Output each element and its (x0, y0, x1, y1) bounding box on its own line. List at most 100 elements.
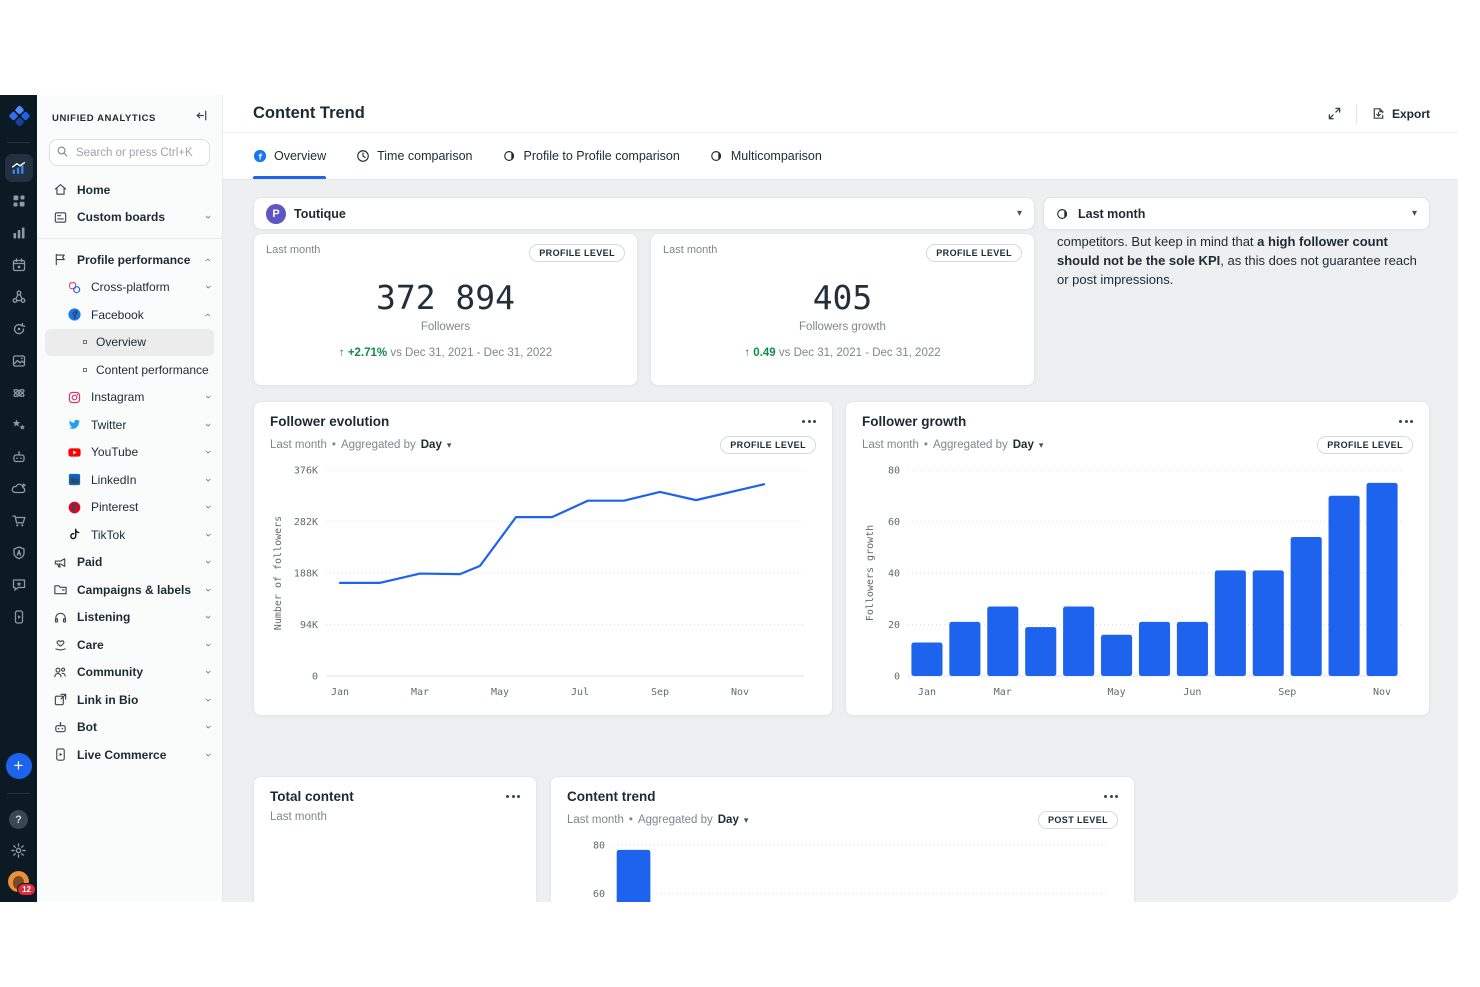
content-trend-card: Content trend Last month • Aggregated by … (550, 776, 1135, 902)
sidebar-item-campaigns-labels[interactable]: Campaigns & labels › (37, 576, 222, 604)
brand-safety-icon[interactable] (5, 540, 33, 566)
insights-icon[interactable] (5, 220, 33, 246)
sidebar-item-tiktok[interactable]: TikTok › (37, 521, 222, 549)
search-input[interactable] (49, 139, 210, 166)
calendar-icon[interactable] (5, 252, 33, 278)
collapse-sidebar-icon[interactable] (194, 108, 209, 128)
sidebar-item-bot[interactable]: Bot › (37, 714, 222, 742)
dashboards-icon[interactable] (5, 188, 33, 214)
svg-text:60: 60 (593, 889, 605, 900)
add-button[interactable]: + (5, 753, 32, 779)
tab-bar: f Overview Time comparison Profile to Pr… (223, 133, 1458, 180)
svg-text:Sep: Sep (1278, 687, 1296, 698)
rail-bottom-cluster: + ? 12 (5, 753, 36, 902)
svg-text:0: 0 (894, 672, 900, 683)
history-icon[interactable] (5, 316, 33, 342)
chevron-down-icon: › (202, 505, 215, 510)
sidebar-item-facebook[interactable]: f Facebook › (37, 301, 222, 329)
chevron-down-icon: › (202, 725, 215, 730)
chevron-down-icon: › (202, 697, 215, 702)
sidebar-item-home[interactable]: Home (37, 176, 222, 204)
sidebar-item-profile-performance[interactable]: Profile performance › (37, 246, 222, 274)
profile-level-badge: PROFILE LEVEL (926, 244, 1022, 262)
tab-multicomparison[interactable]: Multicomparison (710, 133, 822, 179)
sidebar-item-pinterest[interactable]: P Pinterest › (37, 494, 222, 522)
svg-text:20: 20 (888, 620, 900, 631)
chevron-down-icon: › (202, 215, 215, 220)
svg-text:f: f (72, 310, 77, 320)
chevron-down-icon: › (202, 422, 215, 427)
sidebar-item-overview[interactable]: Overview (45, 328, 214, 356)
sidebar-item-link-in-bio[interactable]: Link in Bio › (37, 686, 222, 714)
tab-overview[interactable]: f Overview (253, 133, 327, 179)
live-video-icon[interactable] (5, 604, 33, 630)
profile-selector[interactable]: P Toutique ▾ (253, 197, 1035, 230)
care-cloud-icon[interactable] (5, 476, 33, 502)
sidebar-item-custom-boards[interactable]: Custom boards › (37, 204, 222, 232)
tiktok-icon (67, 527, 82, 542)
chevron-down-icon: › (202, 395, 215, 400)
user-avatar[interactable]: 12 (8, 871, 36, 896)
more-menu-icon[interactable] (802, 416, 816, 427)
search-icon (57, 146, 68, 157)
sidebar-item-content-performance[interactable]: Content performance (37, 356, 222, 384)
tab-profile-to-profile-comparison[interactable]: Profile to Profile comparison (503, 133, 680, 179)
sidebar-item-linkedin[interactable]: in LinkedIn › (37, 466, 222, 494)
network-icon[interactable] (5, 284, 33, 310)
period-selector[interactable]: Last month ▾ (1043, 197, 1430, 230)
card-title: Content trend (567, 789, 656, 804)
emplifi-logo-icon (8, 105, 30, 132)
sidebar-item-live-commerce[interactable]: Live Commerce › (37, 741, 222, 769)
megaphone-icon (53, 555, 68, 570)
more-menu-icon[interactable] (1399, 416, 1413, 427)
app-window: + ? 12 UNIFIED ANALYTICS (0, 95, 1458, 902)
reviews-icon[interactable] (5, 412, 33, 438)
card-title: Follower evolution (270, 414, 390, 429)
profile-level-badge: PROFILE LEVEL (1317, 436, 1413, 454)
expand-fullscreen-icon[interactable] (1327, 106, 1342, 121)
help-button[interactable]: ? (9, 810, 28, 829)
page-content: P Toutique ▾ Last month ▾ Last month (223, 180, 1458, 902)
bot-icon[interactable] (5, 444, 33, 470)
svg-text:0: 0 (312, 672, 318, 683)
labs-icon[interactable] (5, 380, 33, 406)
aggregation-dropdown[interactable]: Day (1012, 439, 1034, 451)
sidebar-item-cross-platform[interactable]: Cross-platform › (37, 274, 222, 302)
chevron-down-icon: › (202, 285, 215, 290)
svg-text:80: 80 (888, 466, 900, 477)
media-icon[interactable] (5, 348, 33, 374)
sidebar-item-community[interactable]: Community › (37, 659, 222, 687)
sidebar-item-youtube[interactable]: YouTube › (37, 439, 222, 467)
svg-text:in: in (71, 477, 79, 485)
community-icon (53, 665, 68, 680)
facebook-icon: f (253, 149, 267, 163)
sidebar-item-listening[interactable]: Listening › (37, 604, 222, 632)
export-button[interactable]: Export (1371, 106, 1430, 121)
aggregation-dropdown[interactable]: Day (717, 814, 739, 826)
settings-gear-icon[interactable] (5, 837, 33, 863)
commerce-icon[interactable] (5, 508, 33, 534)
flag-icon (53, 252, 68, 267)
sidebar-item-care[interactable]: Care › (37, 631, 222, 659)
rail-divider-bottom (7, 793, 30, 794)
more-menu-icon[interactable] (1104, 791, 1118, 802)
rail-divider (7, 142, 30, 143)
svg-text:282K: 282K (294, 517, 318, 528)
sidebar-item-paid[interactable]: Paid › (37, 549, 222, 577)
chevron-up-icon: › (202, 257, 215, 262)
messages-icon[interactable] (5, 572, 33, 598)
kpi-period: Last month (663, 244, 718, 256)
total-content-card: Total content Last month (253, 776, 537, 902)
more-menu-icon[interactable] (506, 791, 520, 802)
analytics-icon[interactable] (4, 154, 33, 182)
kpi-delta: ↑ +2.71% vs Dec 31, 2021 - Dec 31, 2022 (338, 347, 553, 359)
aggregation-dropdown[interactable]: Day (420, 439, 442, 451)
profile-level-badge: PROFILE LEVEL (529, 244, 625, 262)
sidebar-item-instagram[interactable]: Instagram › (37, 384, 222, 412)
svg-text:f: f (258, 152, 263, 162)
chevron-down-icon: › (202, 450, 215, 455)
kpi-metric: Followers (420, 321, 471, 333)
sidebar-item-twitter[interactable]: Twitter › (37, 411, 222, 439)
tab-time-comparison[interactable]: Time comparison (356, 133, 473, 179)
